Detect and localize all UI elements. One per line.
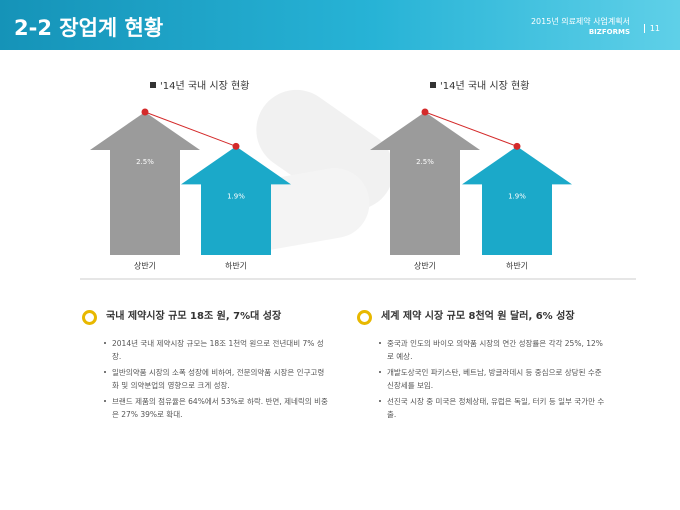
page-number: 11 bbox=[643, 24, 660, 33]
slide-title: 2-2 장업계 현황 bbox=[14, 16, 164, 40]
value-label: 1.9% bbox=[508, 192, 526, 200]
bullet-list: 2014년 국내 제약시장 규모는 18조 1천억 원으로 전년대비 7% 성장… bbox=[80, 337, 330, 421]
chart-title: '14년 국내 시장 현황 bbox=[440, 80, 529, 92]
section-heading: 세계 제약 시장 규모 8천억 원 달러, 6% 성장 bbox=[355, 307, 605, 327]
header: 2-2 장업계 현황 2015년 의료제약 사업계획서 BIZFORMS 11 bbox=[0, 0, 680, 50]
bullet: 선진국 시장 중 미국은 정체상태, 유럽은 독일, 터키 등 일부 국가만 수… bbox=[379, 395, 605, 421]
arrow-bar bbox=[181, 146, 291, 255]
marker-dot bbox=[141, 108, 149, 116]
value-label: 1.9% bbox=[227, 192, 245, 200]
arrow-bar bbox=[462, 146, 572, 255]
bullet: 일반의약품 시장의 소폭 성장에 비하여, 전문의약품 시장은 인구고령화 및 … bbox=[104, 366, 330, 392]
marker-dot bbox=[513, 142, 521, 150]
category-label: 하반기 bbox=[506, 261, 528, 271]
bullet-list: 중국과 인도의 바이오 의약품 시장의 연간 성장률은 각각 25%, 12%로… bbox=[355, 337, 605, 421]
value-label: 2.5% bbox=[136, 158, 154, 166]
doc-title: 2015년 의료제약 사업계획서 bbox=[530, 17, 630, 26]
trend-line bbox=[424, 111, 518, 147]
chart-title: '14년 국내 시장 현황 bbox=[160, 80, 249, 92]
category-label: 상반기 bbox=[414, 261, 436, 271]
value-label: 2.5% bbox=[416, 158, 434, 166]
section: 국내 제약시장 규모 18조 원, 7%대 성장 2014년 국내 제약시장 규… bbox=[80, 307, 330, 424]
trend-line bbox=[144, 111, 237, 147]
section: 세계 제약 시장 규모 8천억 원 달러, 6% 성장 중국과 인도의 바이오 … bbox=[355, 307, 605, 424]
arrow-bar bbox=[90, 112, 200, 255]
category-label: 상반기 bbox=[134, 261, 156, 271]
marker-dot bbox=[232, 142, 240, 150]
bullet: 브랜드 제품의 점유율은 64%에서 53%로 하락. 반면, 제네릭의 비중은… bbox=[104, 395, 330, 421]
bullet: 개발도상국인 파키스탄, 베트남, 방글라데시 등 중심으로 상당된 수준 신장… bbox=[379, 366, 605, 392]
title-marker bbox=[150, 82, 156, 88]
bullet: 중국과 인도의 바이오 의약품 시장의 연간 성장률은 각각 25%, 12%로… bbox=[379, 337, 605, 363]
brand: BIZFORMS bbox=[588, 28, 630, 36]
arrow-bar bbox=[370, 112, 480, 255]
section-heading: 국내 제약시장 규모 18조 원, 7%대 성장 bbox=[80, 307, 330, 327]
bullet: 2014년 국내 제약시장 규모는 18조 1천억 원으로 전년대비 7% 성장… bbox=[104, 337, 330, 363]
category-label: 하반기 bbox=[225, 261, 247, 271]
title-marker bbox=[430, 82, 436, 88]
marker-dot bbox=[421, 108, 429, 116]
